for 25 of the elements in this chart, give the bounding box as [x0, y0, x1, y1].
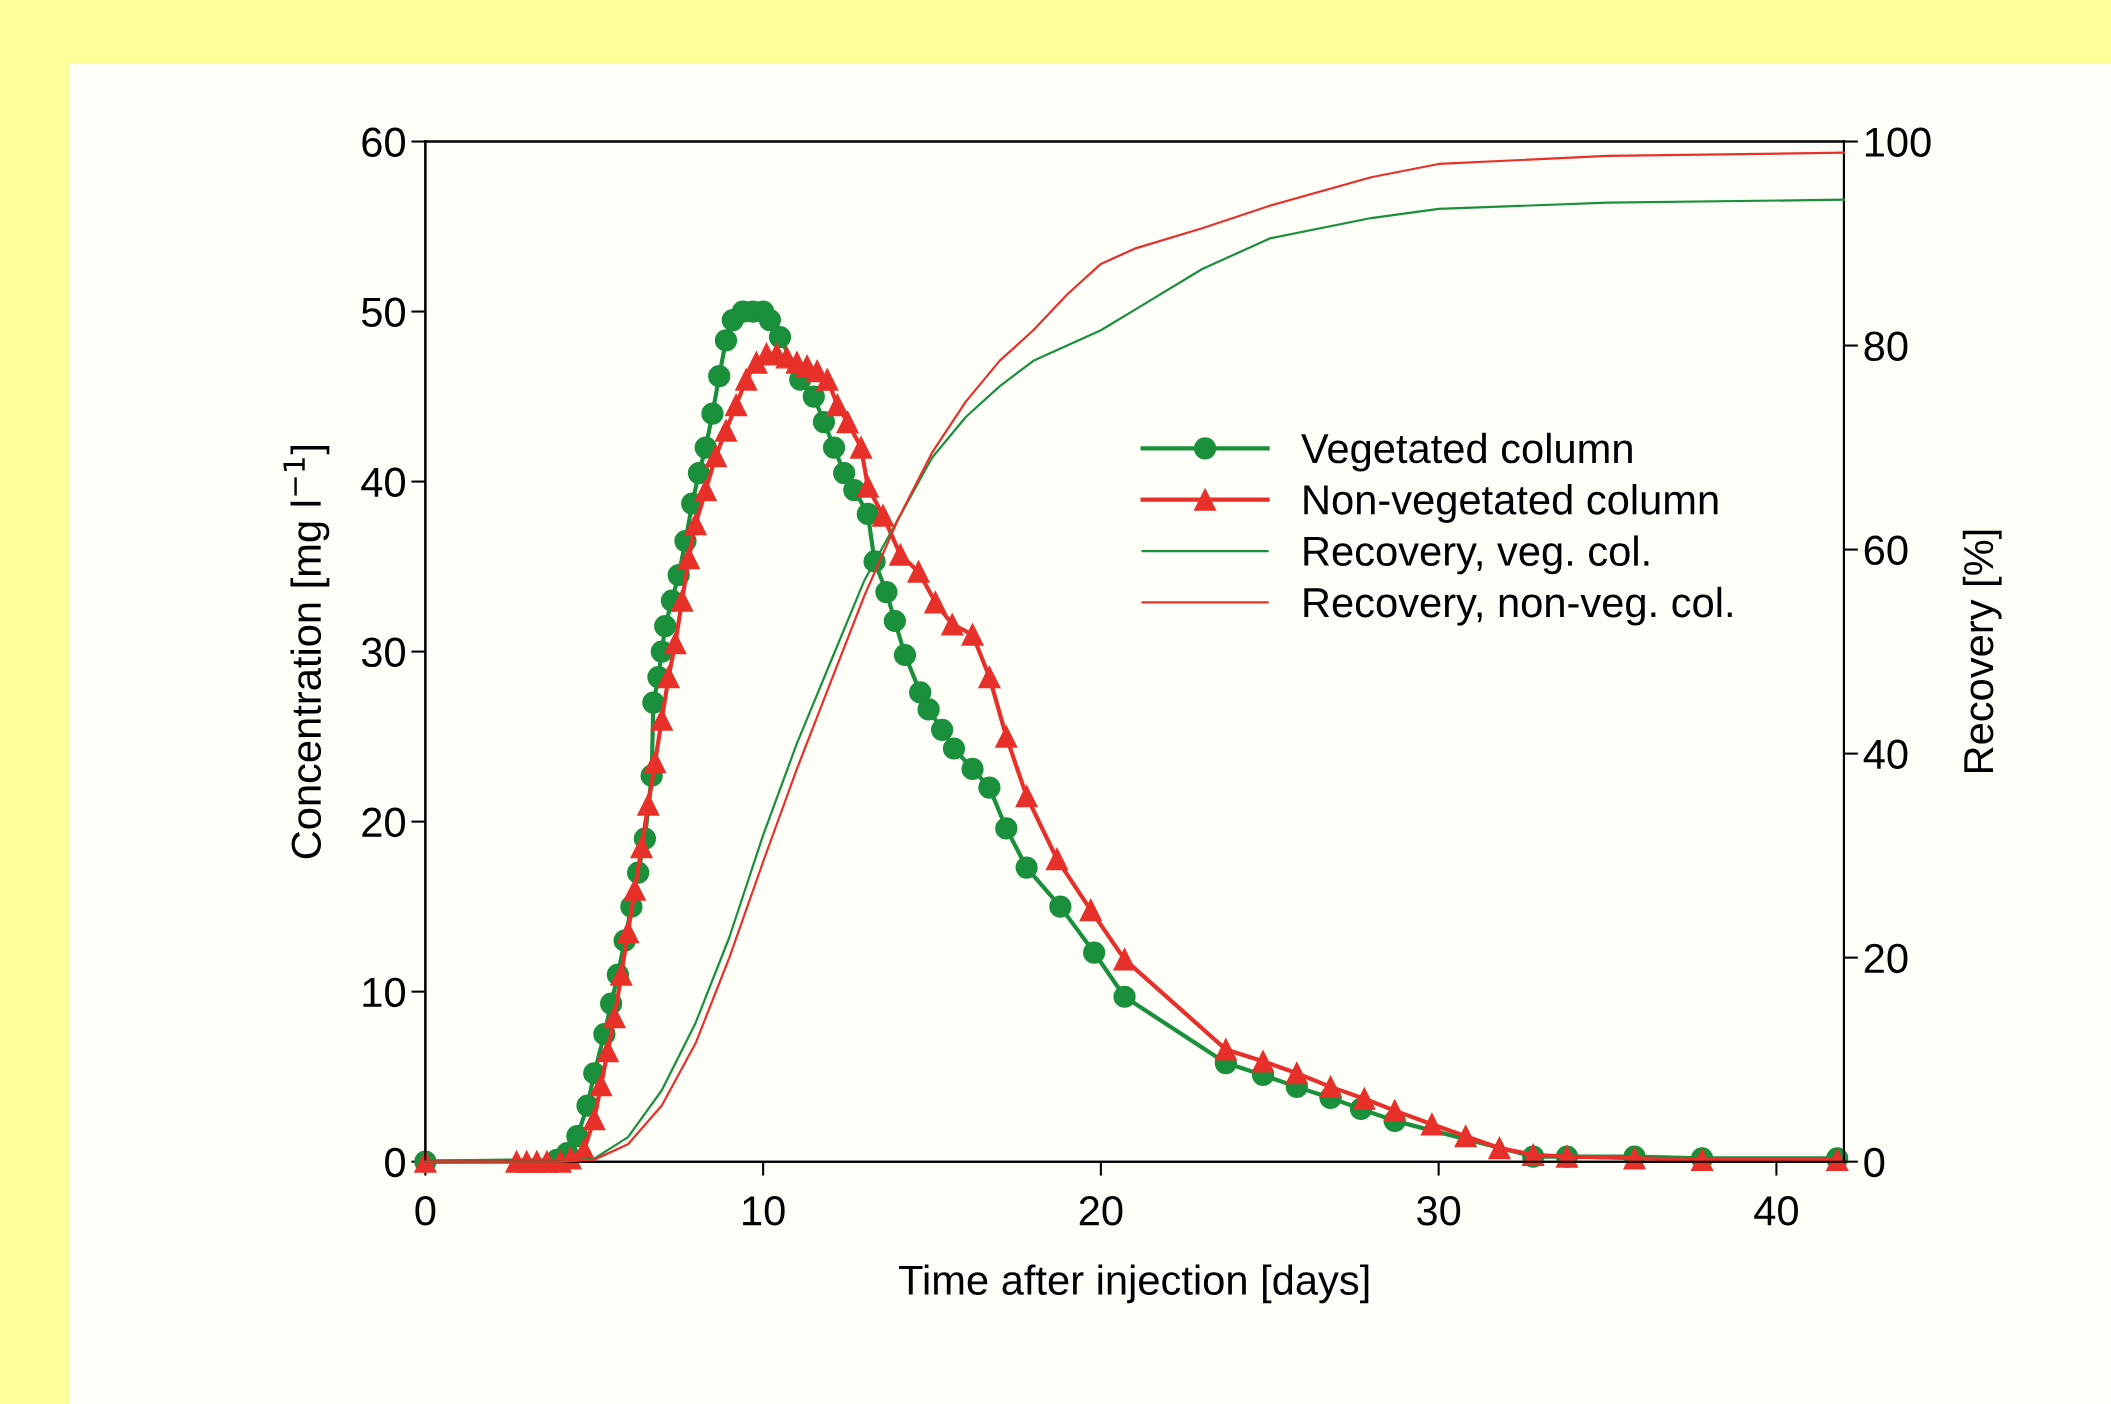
x-axis-title: Time after injection [days] — [899, 1264, 1369, 1304]
y-axis-title: Concentration [mg l$^{−1}$] — [283, 445, 330, 859]
y-tick-label: 40 — [361, 467, 405, 498]
y2-tick-label: 80 — [1864, 331, 1908, 362]
y2-tick-label: 20 — [1864, 943, 1908, 974]
y-tick-label: 30 — [361, 637, 405, 668]
legend-label: Vegetated column — [1301, 432, 1632, 472]
x-tick-label: 20 — [1079, 1196, 1123, 1226]
x-tick-label: 40 — [1754, 1196, 1798, 1226]
x-tick-label: 10 — [743, 1196, 785, 1226]
y2-tick-label: 40 — [1863, 739, 1908, 770]
y2-axis-title: Recovery [%] — [1962, 530, 2002, 773]
y2-tick-label: 100 — [1865, 127, 1931, 158]
y2-tick-label: 0 — [1864, 1147, 1885, 1178]
legend-label: Non-vegetated column — [1304, 484, 1718, 523]
legend-label: Recovery, veg. col. — [1304, 535, 1649, 575]
y-tick-label: 20 — [362, 807, 405, 838]
x-tick-label: 30 — [1417, 1196, 1461, 1226]
y2-tick-label: 60 — [1864, 535, 1908, 566]
y-tick-label: 60 — [362, 127, 405, 158]
y-tick-label: 0 — [385, 1147, 405, 1178]
y-tick-label: 50 — [361, 297, 405, 328]
y-tick-label: 10 — [363, 977, 405, 1008]
legend-label: Recovery, non-veg. col. — [1304, 586, 1732, 626]
x-tick-label: 0 — [415, 1196, 436, 1226]
